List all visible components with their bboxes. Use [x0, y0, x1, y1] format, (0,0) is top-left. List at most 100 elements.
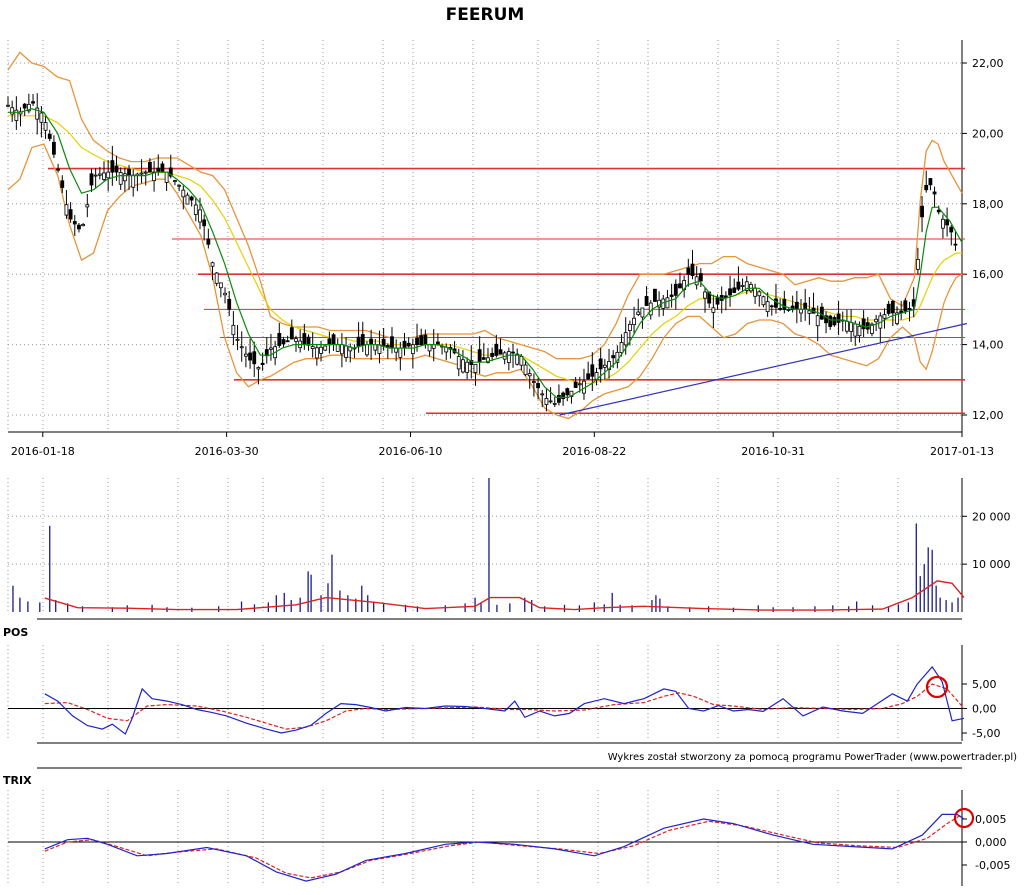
candle-body	[845, 320, 849, 332]
candle-body	[281, 339, 286, 345]
candle-body	[882, 314, 887, 319]
price-y-tick-label: 22,00	[972, 57, 1004, 70]
candle-body	[607, 361, 611, 371]
candle-body	[168, 167, 173, 177]
candle-body	[85, 204, 90, 208]
trix-y-tick-label: 0,000	[975, 836, 1007, 849]
candle-body	[10, 107, 15, 115]
candle-body	[465, 361, 470, 373]
candle-body	[331, 334, 336, 345]
candlesticks	[6, 93, 958, 412]
price-x-tick-label: 2016-06-10	[379, 445, 443, 458]
candle-body	[640, 307, 645, 318]
candle-body	[97, 173, 102, 176]
candle-body	[932, 191, 937, 195]
candle-body	[177, 184, 182, 187]
candle-body	[373, 344, 378, 351]
candle-body	[81, 224, 86, 227]
price-x-tick-label: 2016-03-30	[195, 445, 259, 458]
trix-y-tick-label: -0,005	[975, 859, 1010, 872]
candle-body	[565, 388, 570, 396]
candle-body	[619, 342, 624, 353]
candle-body	[118, 172, 123, 185]
candle-body	[669, 294, 674, 297]
candle-body	[936, 209, 941, 213]
candle-body	[653, 288, 657, 302]
candle-body	[377, 344, 382, 354]
candle-body	[327, 338, 332, 346]
candle-body	[390, 336, 394, 349]
candle-body	[686, 267, 691, 275]
candle-body	[260, 362, 265, 365]
candle-body	[819, 306, 824, 320]
candle-body	[953, 243, 958, 246]
candle-body	[473, 363, 478, 373]
candle-body	[239, 346, 244, 349]
pos-signal-line	[44, 683, 965, 730]
candle-body	[152, 171, 156, 182]
candle-body	[64, 204, 69, 216]
candle-body	[231, 324, 236, 336]
candle-body	[202, 219, 207, 227]
candle-body	[381, 338, 386, 347]
candle-body	[252, 351, 257, 365]
candle-body	[732, 287, 737, 293]
candle-body	[227, 298, 232, 310]
candle-body	[824, 315, 828, 324]
pos-y-tick-label: 0,00	[972, 703, 997, 716]
candle-body	[218, 282, 223, 289]
candle-body	[102, 172, 106, 180]
candle-body	[410, 344, 415, 355]
candle-body	[924, 184, 929, 191]
pos-highlight-circle	[925, 675, 949, 699]
candle-body	[915, 259, 920, 270]
moving-average-short	[8, 108, 963, 398]
candle-body	[402, 340, 407, 348]
candle-body	[148, 161, 152, 173]
candle-body	[828, 315, 833, 327]
candle-body	[769, 305, 774, 308]
powertrader-credit: Wykres został stworzony za pomocą progra…	[608, 752, 1017, 763]
candle-body	[832, 317, 837, 326]
candle-body	[573, 381, 578, 388]
candle-body	[77, 224, 81, 230]
candle-body	[189, 196, 194, 201]
volume-panel: 20 000 10 000	[7, 478, 1011, 769]
candle-body	[920, 205, 924, 218]
candle-body	[277, 332, 282, 346]
candle-body	[210, 262, 215, 267]
candle-body	[289, 327, 294, 340]
candle-body	[39, 112, 44, 123]
candle-body	[853, 323, 858, 337]
candle-body	[531, 381, 536, 383]
price-x-tick-label: 2016-10-31	[741, 445, 805, 458]
volume-y-tick-label: 20 000	[972, 510, 1011, 523]
candle-body	[849, 322, 853, 332]
candle-body	[557, 395, 561, 403]
candle-body	[339, 344, 344, 355]
candle-body	[47, 133, 52, 139]
bollinger-upper-band	[7, 51, 963, 360]
candle-body	[35, 107, 40, 120]
candle-body	[794, 301, 799, 310]
pos-y-tick-label: 5,00	[972, 678, 997, 691]
candle-body	[895, 312, 899, 324]
candle-body	[774, 298, 778, 308]
candle-body	[765, 301, 770, 313]
candle-body	[836, 313, 841, 323]
candle-body	[206, 238, 211, 245]
candle-body	[874, 318, 879, 323]
candle-body	[486, 357, 490, 363]
candle-body	[941, 218, 945, 229]
volume-y-tick-label: 10 000	[972, 558, 1011, 571]
candle-body	[306, 336, 311, 346]
candle-body	[782, 298, 787, 310]
chart-title: FEERUM	[446, 5, 525, 25]
candle-body	[598, 358, 603, 370]
candle-body	[723, 295, 728, 298]
candle-body	[31, 101, 35, 104]
pos-panel: 5,00 0,00 -5,00	[7, 645, 1000, 744]
candle-body	[415, 337, 419, 345]
candle-body	[214, 272, 219, 284]
candle-body	[861, 318, 866, 330]
